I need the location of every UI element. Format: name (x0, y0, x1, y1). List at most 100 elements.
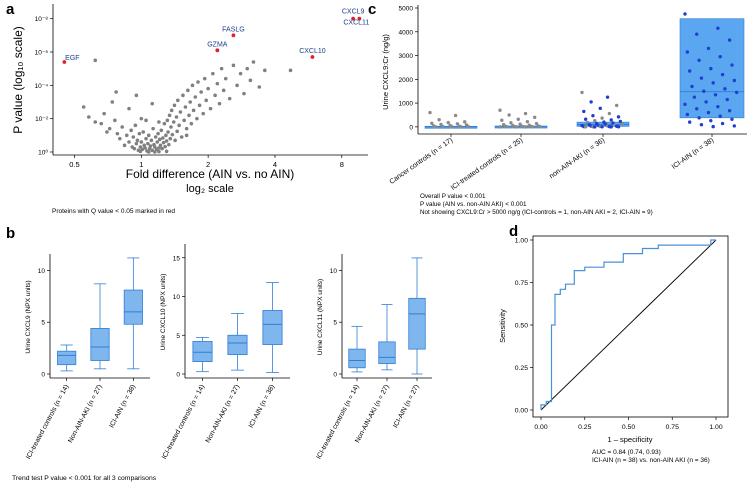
sample-point (685, 50, 690, 54)
y-axis-label: Urine CXCL11 (NPX units) (317, 279, 324, 355)
note-ain-vs-non: P value (AIN vs. non-AIN AKI) < 0.001 (420, 201, 527, 208)
y-tick-label: 2000 (399, 77, 414, 84)
protein-point (162, 121, 167, 126)
panel-label-c: c (368, 1, 376, 18)
sample-point (433, 125, 438, 129)
sample-point (723, 87, 727, 91)
protein-label: CXCL10 (299, 48, 326, 55)
sample-point (713, 93, 718, 97)
sample-point (616, 125, 621, 129)
diagonal-reference (540, 239, 717, 411)
sample-point (593, 125, 597, 129)
sample-point (583, 125, 588, 129)
protein-point (197, 103, 202, 108)
y-tick-label: 1000 (399, 101, 414, 108)
y-tick-label: 4000 (399, 29, 414, 36)
x-tick-label: 1.00 (709, 424, 722, 431)
protein-point (163, 144, 167, 149)
protein-point (144, 118, 148, 123)
y-tick-label: 0.25 (515, 365, 528, 372)
y-tick-label: 10⁻⁴ (35, 83, 49, 90)
y-axis-label: Urine CXCL9:Cr (ng/g) (381, 34, 390, 110)
auc-note: AUC = 0.84 (0.74, 0.93) (592, 449, 661, 456)
category-label: ICI-treated controls (n = 14) (161, 384, 206, 461)
sample-point (430, 121, 434, 126)
sample-point (706, 46, 711, 51)
note-not-showing: Not showing CXCL9:Cr > 5000 ng/g (ICI-co… (420, 209, 653, 216)
protein-point (187, 113, 191, 118)
y-tick-label: 10 (38, 268, 46, 275)
sample-point (690, 84, 694, 89)
sample-point (538, 125, 542, 129)
sample-point (697, 116, 701, 120)
protein-point (257, 85, 262, 89)
protein-point (221, 88, 226, 93)
iqr-box (123, 289, 143, 325)
protein-point (153, 150, 157, 154)
protein-point (159, 128, 164, 133)
sample-point (453, 113, 458, 118)
red-note: Proteins with Q value < 0.05 marked in r… (52, 208, 175, 215)
sample-point (498, 108, 502, 112)
protein-point (184, 126, 189, 131)
protein-point (99, 121, 104, 126)
sample-point (607, 111, 612, 116)
sample-point (697, 58, 701, 63)
protein-point (151, 126, 155, 131)
protein-point (167, 113, 172, 118)
category-label: Non-AIN-AKI (n = 27) (354, 384, 391, 444)
sample-point (695, 107, 699, 111)
protein-point (81, 105, 86, 109)
protein-point (161, 140, 166, 145)
sample-point (441, 124, 445, 129)
sample-point (706, 110, 711, 115)
roc-plot: 0.00 0.25 0.50 0.75 1.00 0.00 0.25 0.50 0.75 1.00… (498, 235, 729, 464)
protein-point (184, 133, 189, 138)
protein-point (137, 131, 142, 136)
protein-point (177, 123, 181, 128)
protein-point (191, 108, 196, 113)
protein-point (134, 93, 139, 98)
sample-point (720, 72, 725, 77)
x-tick-label: 1 (139, 160, 143, 169)
protein-point (202, 76, 207, 81)
significant-point (215, 48, 220, 53)
sample-point (523, 111, 528, 116)
sample-point (605, 95, 610, 99)
iqr-box (227, 334, 248, 356)
protein-point (170, 132, 175, 137)
sample-point (466, 124, 471, 129)
iqr-box (262, 310, 283, 345)
y-tick-label: 3000 (399, 53, 414, 60)
sample-point (683, 12, 687, 16)
iqr-box (192, 341, 213, 363)
category-label: ICI-AIN (n = 38) (108, 384, 137, 429)
y-tick-label: 5000 (399, 6, 414, 13)
comparison-note: ICI-AIN (n = 38) vs. non-AIN AKI (n = 36… (592, 457, 710, 464)
protein-label: GZMA (207, 41, 228, 48)
protein-point (211, 71, 215, 76)
protein-point (242, 91, 246, 96)
sample-point (609, 125, 613, 129)
y-tick-label: 0.75 (515, 280, 528, 287)
protein-point (235, 83, 239, 88)
protein-point (206, 86, 210, 91)
x-tick-label: 0.25 (578, 424, 591, 431)
y-tick-label: 0 (176, 372, 180, 379)
protein-point (146, 141, 150, 146)
protein-point (146, 133, 151, 138)
protein-point (182, 118, 186, 123)
category-label: Non-AIN-AKI (n = 27) (205, 384, 242, 444)
sample-point (695, 32, 699, 36)
protein-point (176, 98, 180, 103)
protein-point (146, 150, 151, 154)
sample-point (702, 89, 706, 93)
protein-label: FASLG (222, 26, 245, 33)
sample-point (699, 123, 704, 127)
trend-note: Trend test P value < 0.001 for all 3 com… (12, 475, 157, 482)
protein-point (150, 101, 155, 106)
significant-point (231, 33, 236, 38)
y-tick-label: 10 (330, 268, 338, 275)
